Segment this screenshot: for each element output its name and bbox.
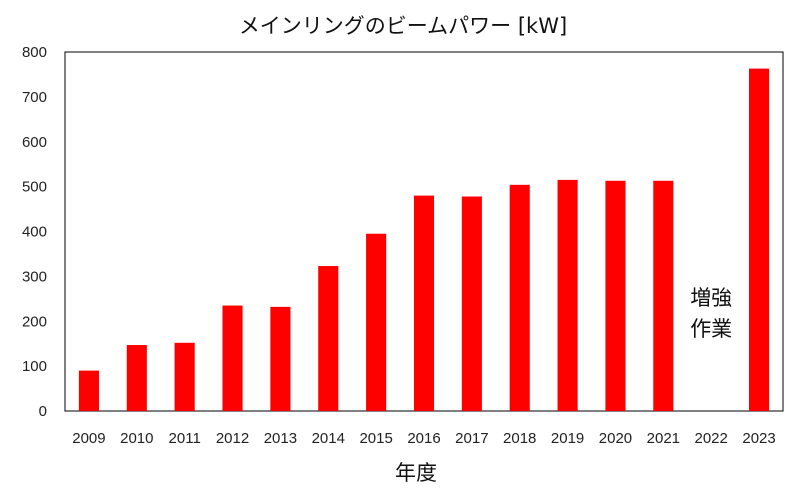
bar-2013 bbox=[270, 306, 291, 411]
bar-2010 bbox=[126, 345, 147, 411]
bar-2021 bbox=[653, 180, 674, 411]
bar-2014 bbox=[318, 266, 339, 411]
bar-2017 bbox=[461, 196, 482, 411]
y-tick-label: 300 bbox=[22, 268, 47, 285]
y-tick-label: 100 bbox=[22, 358, 47, 375]
x-tick-label: 2009 bbox=[72, 430, 105, 447]
bar-2018 bbox=[509, 184, 530, 411]
bar-series bbox=[78, 68, 770, 411]
x-tick-label: 2012 bbox=[216, 430, 249, 447]
y-tick-label: 700 bbox=[22, 89, 47, 106]
bar-2016 bbox=[413, 195, 435, 411]
x-tick-label: 2020 bbox=[599, 430, 632, 447]
x-tick-label: 2010 bbox=[120, 430, 153, 447]
x-tick-label: 2011 bbox=[169, 430, 201, 447]
y-tick-label: 800 bbox=[22, 44, 47, 61]
bar-2015 bbox=[366, 233, 387, 411]
bar-2023 bbox=[749, 68, 770, 411]
x-tick-label: 2018 bbox=[503, 430, 536, 447]
y-tick-label: 0 bbox=[39, 403, 47, 420]
chart-title: メインリングのビームパワー [kW] bbox=[239, 14, 567, 38]
x-tick-label: 2013 bbox=[264, 430, 297, 447]
x-axis-title: 年度 bbox=[395, 461, 437, 485]
bar-2009 bbox=[78, 370, 99, 411]
y-tick-label: 500 bbox=[22, 179, 47, 196]
bar-2012 bbox=[222, 305, 243, 411]
y-tick-label: 200 bbox=[22, 313, 47, 330]
y-axis: 0 100 200 300 400 500 600 700 800 bbox=[22, 44, 47, 420]
x-axis: 2009 2010 2011 2012 2013 2014 2015 2016 2017 2018… bbox=[72, 430, 776, 447]
x-tick-label: 2017 bbox=[455, 430, 488, 447]
x-tick-label: 2015 bbox=[359, 430, 392, 447]
x-tick-label: 2016 bbox=[407, 430, 440, 447]
y-tick-label: 600 bbox=[22, 134, 47, 151]
annotation-label: 増強 bbox=[690, 286, 732, 310]
y-tick-label: 400 bbox=[22, 224, 47, 241]
x-tick-label: 2014 bbox=[312, 430, 345, 447]
bar-2019 bbox=[557, 179, 578, 411]
bar-2020 bbox=[605, 180, 626, 411]
bar-2011 bbox=[174, 342, 195, 411]
x-tick-label: 2019 bbox=[551, 430, 584, 447]
x-tick-label: 2022 bbox=[695, 430, 728, 447]
x-tick-label: 2023 bbox=[742, 430, 775, 447]
annotation-label: 作業 bbox=[690, 317, 732, 341]
x-tick-label: 2021 bbox=[647, 430, 680, 447]
